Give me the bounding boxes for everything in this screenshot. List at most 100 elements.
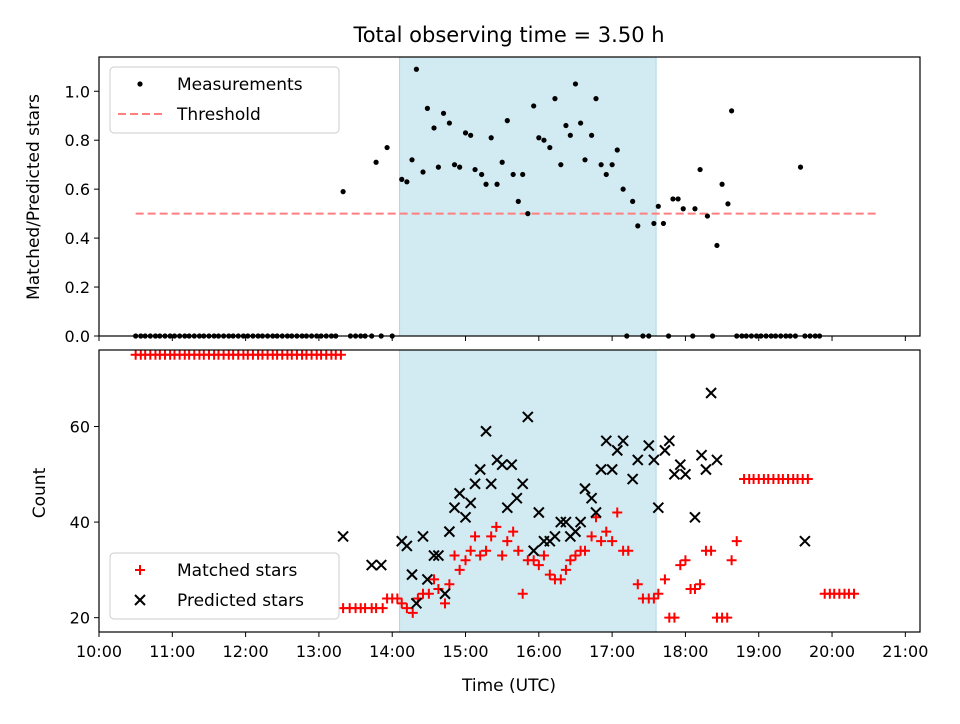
data-point [486, 531, 497, 542]
data-point [660, 220, 667, 227]
data-point [525, 211, 531, 217]
data-point [704, 213, 711, 219]
data-point [695, 579, 706, 590]
x-tick-label: 12:00 [223, 642, 269, 661]
data-point [491, 521, 502, 532]
top-observing-window [399, 56, 657, 337]
data-point [538, 550, 549, 561]
data-point [648, 454, 660, 466]
data-point [480, 425, 492, 437]
data-point [457, 164, 463, 170]
x-tick-label: 10:00 [76, 642, 122, 661]
data-point [578, 120, 584, 126]
data-point [799, 535, 811, 547]
data-point [585, 492, 598, 504]
data-point [439, 588, 451, 600]
data-point [377, 603, 388, 614]
data-point [593, 96, 599, 102]
data-point [626, 473, 639, 485]
data-point [590, 512, 601, 523]
legend-box [109, 66, 340, 134]
bottom-axes-frame [98, 349, 921, 633]
data-point [464, 497, 477, 509]
legend-marker-measurements [137, 81, 143, 87]
data-point [531, 103, 537, 109]
data-point [620, 186, 626, 192]
data-point [417, 530, 429, 543]
y-tick-label: 0.8 [65, 131, 90, 150]
data-point [675, 196, 681, 202]
data-point [549, 530, 561, 543]
data-point [606, 463, 618, 476]
data-point [485, 478, 497, 490]
data-point [668, 468, 681, 480]
data-point [435, 164, 441, 170]
data-point [555, 516, 567, 528]
data-point [590, 506, 602, 519]
bottom-legend: Matched stars Predicted stars [109, 552, 340, 620]
data-point [643, 439, 655, 452]
data-point [680, 555, 691, 566]
data-point [407, 607, 418, 618]
data-point [399, 176, 405, 182]
data-point [849, 588, 860, 599]
data-point [558, 162, 564, 168]
data-point [396, 598, 407, 609]
data-point [449, 550, 460, 561]
data-point [454, 564, 465, 575]
data-point [432, 549, 445, 562]
data-point [513, 545, 524, 556]
data-point [472, 166, 478, 173]
legend-marker-predicted [134, 594, 146, 606]
data-point [541, 137, 547, 143]
data-point [586, 531, 597, 542]
data-point [582, 157, 588, 163]
top-y-axis-label: Matched/Predicted stars [24, 94, 44, 300]
data-point [428, 574, 439, 585]
data-point [614, 147, 620, 153]
legend-label: Predicted stars [177, 591, 304, 611]
data-point [653, 588, 664, 599]
data-point [663, 435, 676, 447]
data-point [533, 560, 544, 571]
data-point [729, 108, 735, 114]
data-point [448, 502, 461, 514]
data-point [630, 198, 636, 204]
data-point [459, 511, 472, 523]
data-point [384, 144, 390, 151]
data-point [567, 132, 573, 138]
data-point [439, 598, 450, 609]
data-point [731, 536, 742, 547]
data-point [563, 122, 569, 129]
x-tick-label: 14:00 [369, 642, 415, 661]
data-point [623, 545, 634, 556]
data-point [409, 157, 415, 163]
data-point [510, 171, 516, 178]
data-point [483, 181, 489, 187]
data-point [659, 574, 670, 585]
data-point [504, 118, 510, 124]
x-axis-label: Time (UTC) [461, 676, 556, 696]
data-point [697, 166, 703, 173]
data-point [468, 132, 474, 138]
data-point [453, 487, 466, 500]
y-tick-label: 0.2 [65, 278, 90, 297]
data-point [711, 454, 723, 466]
y-tick-label: 0.6 [65, 180, 90, 199]
legend-marker-matched [135, 565, 145, 575]
x-tick-label: 16:00 [516, 642, 562, 661]
chart-title: Total observing time = 3.50 h [352, 23, 664, 47]
series-matched-stars [130, 349, 860, 623]
data-point [706, 545, 717, 556]
data-point [607, 536, 618, 547]
bottom-panel: 20 40 60 10:00 11:00 12:00 13:00 14:00 15:00 16:0… [70, 349, 928, 661]
data-point [508, 526, 519, 537]
data-point [446, 120, 452, 126]
series-predicted-stars [337, 387, 811, 610]
data-point [481, 545, 492, 556]
data-point [443, 525, 456, 538]
data-point [337, 530, 349, 543]
data-point [598, 162, 604, 168]
bottom-observing-window [399, 349, 657, 633]
data-point [421, 573, 434, 586]
